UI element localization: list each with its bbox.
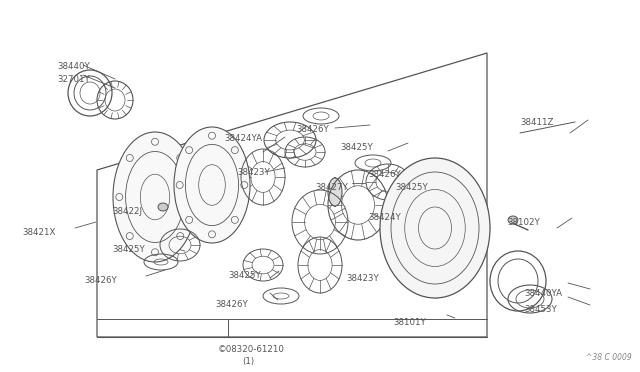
- Text: 38423Y: 38423Y: [237, 168, 269, 177]
- Text: 38427Y: 38427Y: [315, 183, 348, 192]
- Ellipse shape: [328, 178, 342, 206]
- Text: 38421X: 38421X: [22, 228, 56, 237]
- Text: 38425Y: 38425Y: [340, 143, 372, 152]
- Text: 38101Y: 38101Y: [393, 318, 426, 327]
- Text: ©08320-61210: ©08320-61210: [218, 345, 285, 354]
- Text: 38411Z: 38411Z: [520, 118, 554, 127]
- Text: ^38 C 0009: ^38 C 0009: [586, 353, 632, 362]
- Text: 38422J: 38422J: [112, 207, 142, 216]
- Text: 38423Y: 38423Y: [346, 274, 379, 283]
- Text: 38426Y: 38426Y: [296, 125, 329, 134]
- Ellipse shape: [174, 127, 250, 243]
- Text: 38426Y: 38426Y: [84, 276, 116, 285]
- Text: 38453Y: 38453Y: [524, 305, 557, 314]
- Text: 38425Y: 38425Y: [228, 271, 260, 280]
- Text: 32701Y: 32701Y: [57, 75, 90, 84]
- Text: 38426Y: 38426Y: [215, 300, 248, 309]
- Text: 38424YA: 38424YA: [224, 134, 262, 143]
- Text: 38440Y: 38440Y: [57, 62, 90, 71]
- Text: 38426Y: 38426Y: [368, 170, 401, 179]
- Text: (1): (1): [242, 357, 254, 366]
- Text: 38425Y: 38425Y: [395, 183, 428, 192]
- Ellipse shape: [508, 216, 518, 224]
- Text: 38424Y: 38424Y: [368, 213, 401, 222]
- Text: 38440YA: 38440YA: [524, 289, 562, 298]
- Text: 38425Y: 38425Y: [112, 245, 145, 254]
- Ellipse shape: [113, 132, 197, 262]
- Ellipse shape: [158, 203, 168, 211]
- Text: 38102Y: 38102Y: [507, 218, 540, 227]
- Ellipse shape: [380, 158, 490, 298]
